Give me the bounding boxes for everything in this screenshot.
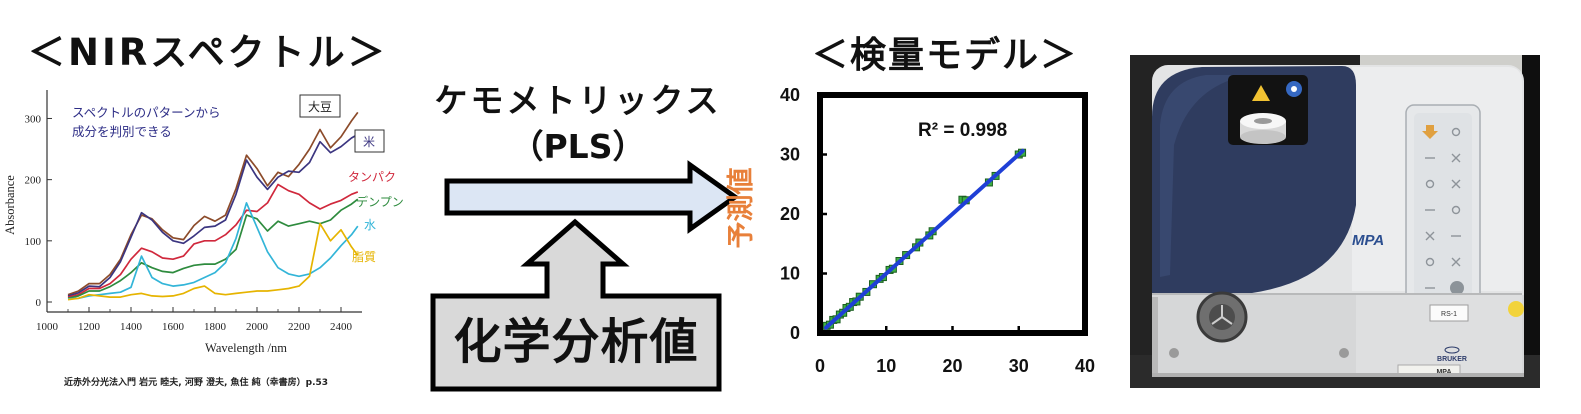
y-tick-label: 40 (780, 85, 800, 105)
bruker-logo-mark (1444, 346, 1460, 354)
base-side-slot (1152, 297, 1158, 375)
y-tick-label: 20 (780, 204, 800, 224)
control-panel-inset (1414, 113, 1472, 309)
control-panel-icons (1422, 125, 1461, 289)
x-tick-label: 1200 (78, 321, 101, 333)
x-tick-label: 40 (1075, 356, 1095, 376)
y-tick-label: 0 (790, 323, 800, 343)
y-tick-label: 10 (780, 264, 800, 284)
chemometrics-label: ケモメトリックス (434, 81, 722, 120)
calibration-model-chart: 0 10 20 30 40 0 10 20 30 40 予測値 R² = 0.998 (726, 85, 1095, 376)
y-axis-title: Absorbance (3, 175, 17, 235)
x-tick-label: 2000 (246, 321, 269, 333)
instrument-model-badge: MPA (1352, 232, 1384, 249)
fit-line (823, 148, 1025, 330)
spectrum-series-line-3 (67, 183, 359, 298)
chemical-analysis-label: 化学分析値 (453, 314, 699, 370)
y-axis-title: 予測値 (726, 168, 757, 249)
base-knob-right (1339, 348, 1349, 358)
x-tick-label: 1400 (120, 321, 143, 333)
navy-panel-highlight (1160, 75, 1250, 277)
spectrum-series-line-2 (67, 133, 359, 297)
instrument-photo: MPA RS-1 BRUKER MPA (1130, 55, 1540, 388)
process-arrows (430, 160, 740, 392)
spectrum-series-line-6 (67, 222, 359, 301)
x-tick-label: 2200 (288, 321, 311, 333)
spectrum-series-line-5 (67, 202, 359, 300)
sample-tag-text: RS-1 (1441, 311, 1457, 318)
y-tick-label: 0 (36, 297, 42, 309)
y-tick-label: 30 (780, 145, 800, 165)
x-tick-label: 20 (942, 356, 962, 376)
series-label-box (354, 129, 385, 153)
series-label-1: 大豆 (308, 100, 332, 114)
photo-right-shadow (1522, 55, 1540, 388)
x-tick-label: 1600 (162, 321, 185, 333)
source-citation: 近赤外分光法入門 岩元 睦夫, 河野 澄夫, 魚住 純（幸書房）p.53 (64, 376, 328, 388)
x-tick-label: 2400 (330, 321, 353, 333)
x-tick-label: 30 (1009, 356, 1029, 376)
x-tick-label: 0 (815, 356, 825, 376)
instrument-bottom-shadow (1152, 373, 1524, 377)
bruker-logo-text: BRUKER (1437, 356, 1467, 363)
y-tick-label: 100 (25, 236, 42, 248)
spectrum-panel-title: ＜NIRスペクトル＞ (28, 31, 388, 74)
model-plate-text: MPA (1436, 369, 1451, 376)
spectrum-note-line-2: 成分を判別できる (72, 124, 172, 139)
y-tick-label: 300 (25, 113, 42, 125)
series-label-5: 水 (364, 218, 376, 232)
sample-cup (1240, 113, 1286, 144)
series-label-3: タンパク (348, 170, 396, 184)
r-squared-annotation: R² = 0.998 (918, 120, 1007, 141)
warning-icon (1252, 85, 1270, 101)
reference-data-box-with-up-arrow (430, 218, 722, 392)
spectrum-series-line-1 (67, 111, 359, 296)
spectrum-series-line-4 (67, 198, 359, 300)
spectrum-note-line-1: スペクトルのパターンから (72, 105, 221, 120)
pls-method-label: （PLS） (510, 127, 646, 166)
right-arrow (444, 160, 740, 234)
sample-tag-plate (1429, 304, 1469, 322)
y-tick-label: 200 (25, 175, 42, 187)
nir-spectrum-chart: 0 100 200 300 1000 1200 1400 1600 1800 2000 2200 24… (3, 90, 404, 388)
sample-port (1196, 291, 1248, 343)
x-axis-title: Wavelength /nm (205, 341, 287, 355)
base-knob-left (1169, 348, 1179, 358)
series-label-6: 脂質 (352, 249, 376, 264)
x-tick-label: 10 (876, 356, 896, 376)
x-tick-label: 1000 (36, 321, 59, 333)
info-badge-dot (1291, 86, 1297, 92)
series-label-2: 米 (363, 135, 375, 149)
calibration-panel-title: ＜検量モデル＞ (812, 35, 1079, 76)
yellow-sticker (1508, 301, 1524, 317)
control-panel-button (1450, 281, 1464, 295)
series-label-4: デンプン (356, 194, 404, 209)
x-tick-label: 1800 (204, 321, 227, 333)
series-label-box (299, 94, 341, 118)
